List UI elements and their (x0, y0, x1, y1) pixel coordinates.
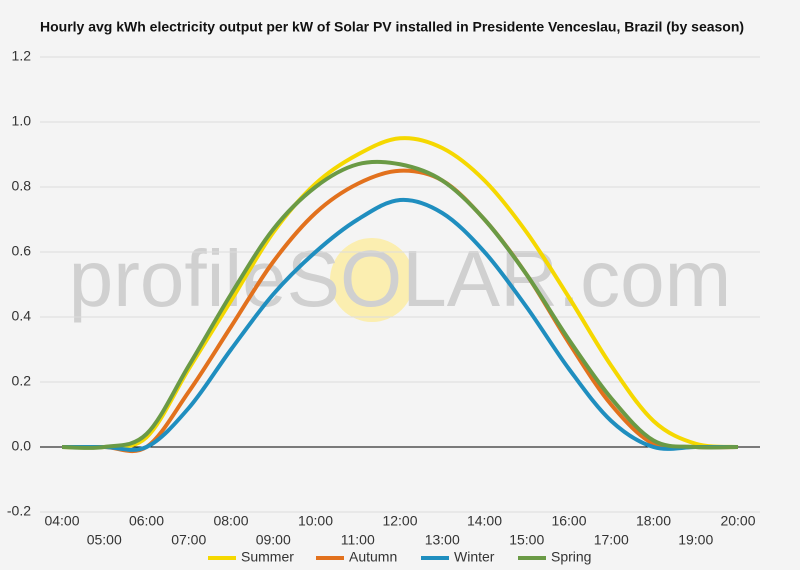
y-tick-label: -0.2 (7, 503, 31, 519)
x-tick-label: 17:00 (594, 532, 629, 548)
x-tick-label: 05:00 (87, 532, 122, 548)
y-tick-label: 0.4 (12, 308, 32, 324)
x-tick-label: 20:00 (720, 513, 755, 529)
y-tick-label: 1.0 (12, 113, 32, 129)
x-tick-label: 19:00 (678, 532, 713, 548)
watermark: profileSOLAR.com (69, 234, 731, 323)
chart-title: Hourly avg kWh electricity output per kW… (40, 19, 744, 35)
x-tick-label: 09:00 (256, 532, 291, 548)
x-tick-label: 11:00 (341, 532, 375, 548)
y-tick-label: 0.8 (12, 178, 32, 194)
x-tick-label: 18:00 (636, 513, 671, 529)
x-tick-label: 08:00 (213, 513, 248, 529)
y-tick-label: 0.0 (12, 438, 32, 454)
y-tick-label: 1.2 (12, 48, 32, 64)
series-line (62, 168, 739, 454)
x-tick-label: 16:00 (551, 513, 586, 529)
x-tick-label: 10:00 (298, 513, 333, 529)
legend-label: Spring (551, 549, 591, 565)
x-tick-label: 04:00 (44, 513, 79, 529)
series-line (61, 159, 739, 450)
series-line (62, 197, 738, 452)
x-tick-label: 07:00 (171, 532, 206, 548)
x-tick-label: 13:00 (425, 532, 460, 548)
x-tick-label: 12:00 (382, 513, 417, 529)
x-tick-label: 14:00 (467, 513, 502, 529)
legend-label: Summer (241, 549, 294, 565)
legend-label: Winter (454, 549, 495, 565)
y-tick-label: 0.2 (12, 373, 32, 389)
x-tick-label: 15:00 (509, 532, 544, 548)
legend-label: Autumn (349, 549, 397, 565)
watermark-sun (330, 238, 414, 322)
y-tick-label: 0.6 (12, 243, 32, 259)
x-tick-label: 06:00 (129, 513, 164, 529)
